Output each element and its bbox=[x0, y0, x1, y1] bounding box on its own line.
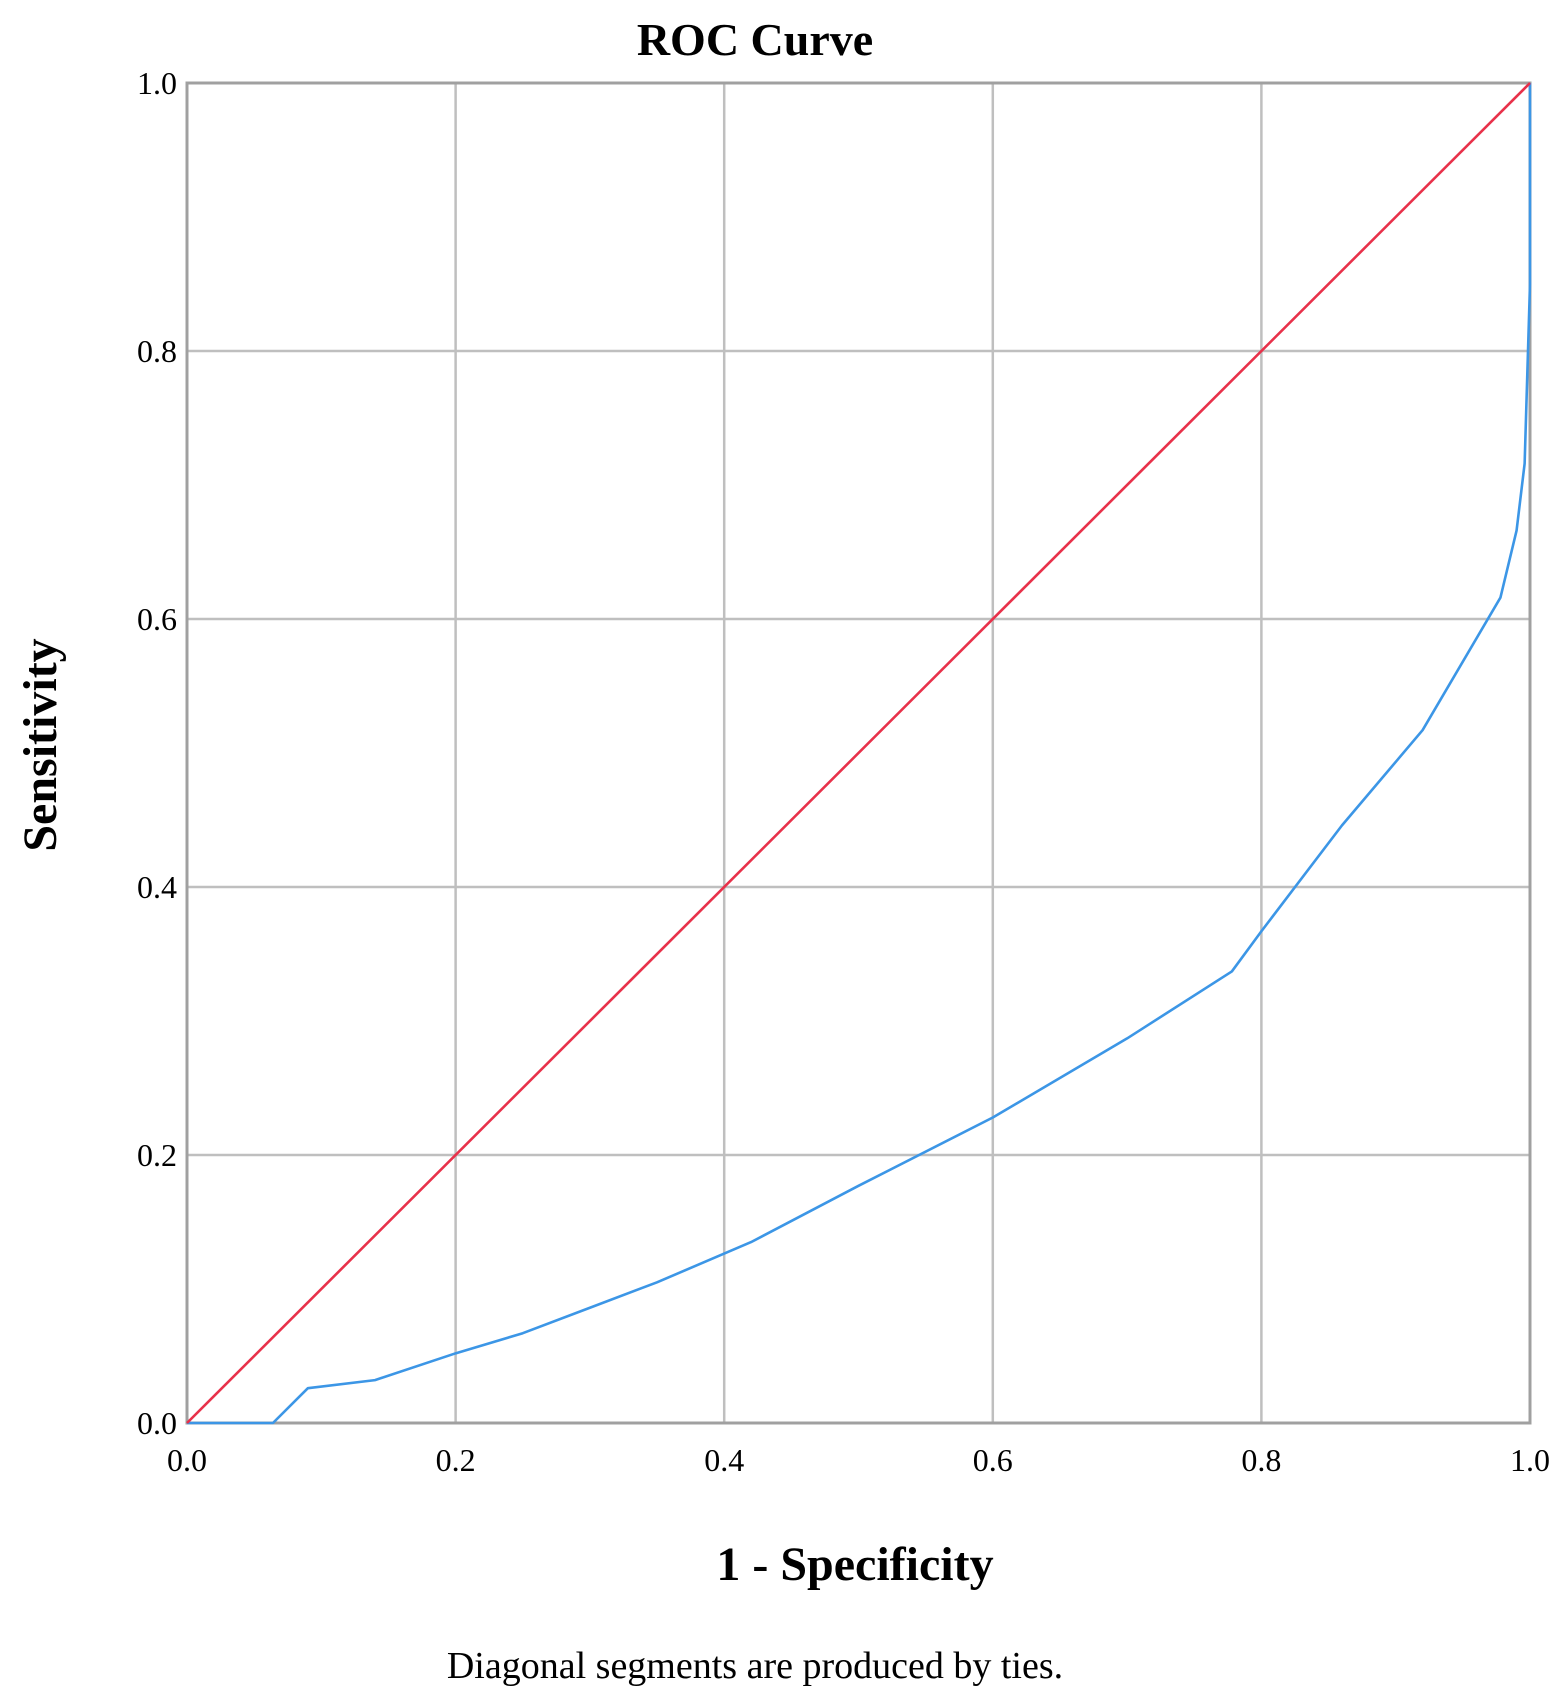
chart-title: ROC Curve bbox=[637, 14, 873, 65]
y-tick-label-2: 0.4 bbox=[137, 869, 177, 905]
roc-curve-line bbox=[187, 83, 1532, 1425]
y-tick-label-0: 0.0 bbox=[137, 1405, 177, 1441]
tick-labels: 0.0 0.2 0.4 0.6 0.8 1.0 0.0 0.2 0.4 0.6 0.8 1.0 bbox=[137, 65, 1550, 1478]
y-axis-title: Sensitivity bbox=[14, 638, 67, 851]
chart-note: Diagonal segments are produced by ties. bbox=[447, 1645, 1063, 1687]
y-tick-label-4: 0.8 bbox=[137, 333, 177, 369]
y-tick-label-3: 0.6 bbox=[137, 601, 177, 637]
x-tick-label-5: 1.0 bbox=[1510, 1442, 1550, 1478]
reference-diagonal-line bbox=[186, 82, 1531, 1424]
x-tick-label-0: 0.0 bbox=[167, 1442, 207, 1478]
x-tick-label-3: 0.6 bbox=[973, 1442, 1013, 1478]
y-tick-label-5: 1.0 bbox=[137, 65, 177, 101]
x-tick-label-4: 0.8 bbox=[1241, 1442, 1281, 1478]
plot-frame bbox=[185, 81, 1532, 1425]
x-tick-label-2: 0.4 bbox=[704, 1442, 744, 1478]
x-axis-title: 1 - Specificity bbox=[716, 1538, 993, 1591]
y-tick-label-1: 0.2 bbox=[137, 1137, 177, 1173]
series-layer bbox=[186, 82, 1532, 1425]
x-tick-label-1: 0.2 bbox=[436, 1442, 476, 1478]
